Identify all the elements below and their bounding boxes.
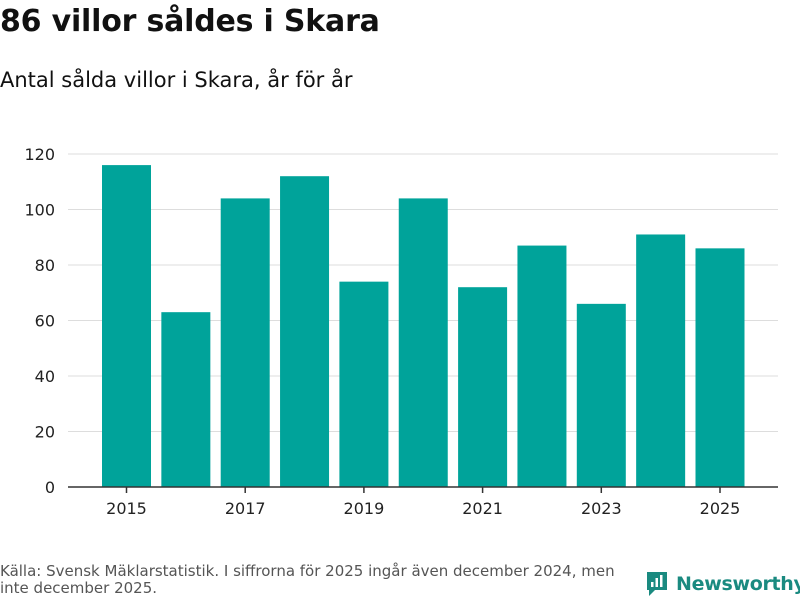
x-tick-label: 2025 bbox=[700, 499, 741, 518]
x-tick-label: 2015 bbox=[106, 499, 147, 518]
bar-2018[interactable] bbox=[280, 176, 330, 487]
y-tick-label: 40 bbox=[35, 367, 55, 386]
x-tick-label: 2021 bbox=[462, 499, 503, 518]
newsworthy-logo-text: Newsworthy bbox=[676, 573, 800, 595]
y-tick-label: 80 bbox=[35, 256, 55, 275]
bar-2024[interactable] bbox=[636, 234, 686, 487]
x-tick-label: 2023 bbox=[581, 499, 622, 518]
source-note: Källa: Svensk Mäklarstatistik. I siffror… bbox=[0, 562, 615, 597]
bar-2017[interactable] bbox=[220, 198, 270, 487]
y-tick-label: 120 bbox=[24, 145, 55, 164]
bar-2022[interactable] bbox=[517, 245, 567, 487]
bars bbox=[102, 165, 745, 487]
newsworthy-logo[interactable]: Newsworthy bbox=[645, 570, 800, 598]
y-tick-label: 100 bbox=[24, 201, 55, 220]
chart-subtitle: Antal sålda villor i Skara, år för år bbox=[0, 68, 353, 92]
x-tick-label: 2019 bbox=[344, 499, 385, 518]
y-tick-label: 60 bbox=[35, 312, 55, 331]
bar-2016[interactable] bbox=[161, 312, 211, 487]
bar-2025[interactable] bbox=[695, 248, 745, 487]
y-tick-label: 0 bbox=[45, 478, 55, 497]
y-tick-label: 20 bbox=[35, 423, 55, 442]
bar-2020[interactable] bbox=[398, 198, 448, 487]
bar-2023[interactable] bbox=[576, 303, 626, 487]
bar-2021[interactable] bbox=[458, 287, 508, 487]
bar-2019[interactable] bbox=[339, 281, 389, 487]
bar-2015[interactable] bbox=[102, 165, 151, 487]
newsworthy-logo-icon bbox=[647, 572, 667, 596]
axes: 0 20 40 60 80 100 120 2015 2017 2019 2021 2023 2025 bbox=[24, 145, 778, 518]
x-tick-label: 2017 bbox=[225, 499, 266, 518]
chart-title: 86 villor såldes i Skara bbox=[0, 4, 380, 39]
